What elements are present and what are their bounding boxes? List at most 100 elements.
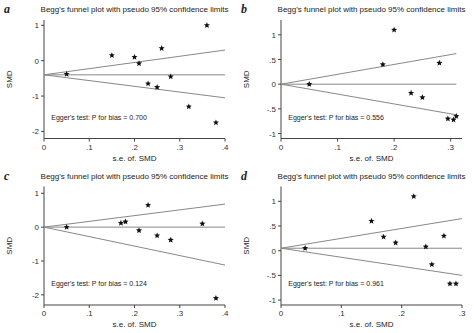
x-tick — [450, 139, 451, 142]
x-tick-label: 0 — [42, 143, 47, 152]
annotation: Egger's test: P for bias = 0.556 — [288, 114, 384, 122]
point — [453, 113, 459, 119]
y-tick-label: -1 — [269, 296, 277, 305]
point — [445, 116, 451, 122]
x-tick-label: 0 — [42, 309, 47, 318]
x-tick — [134, 305, 135, 308]
y-tick-label: 1 — [35, 21, 40, 30]
funnel-line — [44, 75, 225, 98]
funnel-line — [44, 227, 225, 228]
panel-label: c — [4, 169, 10, 183]
title: Begg's funnel plot with pseudo 95% confi… — [278, 172, 466, 181]
y-tick-label: -1 — [32, 257, 40, 266]
y-tick-label: -.5 — [267, 271, 277, 280]
panel-label: b — [241, 2, 247, 16]
y-tick — [278, 275, 281, 276]
funnel-line — [44, 227, 225, 265]
y-tick — [278, 201, 281, 202]
x-tick — [394, 139, 395, 142]
y-tick — [278, 59, 281, 60]
point — [393, 240, 399, 246]
point — [186, 103, 192, 109]
panel: b Begg's funnel plot with pseudo 95% conf… — [241, 2, 465, 163]
x-tick-label: .3 — [447, 143, 454, 152]
point — [408, 90, 414, 96]
y-tick-label: -1 — [269, 130, 277, 139]
x-tick-label: .2 — [131, 143, 138, 152]
point — [159, 45, 165, 51]
point — [122, 219, 128, 225]
point — [168, 237, 174, 243]
y-tick-label: .5 — [269, 56, 276, 65]
funnel-line — [281, 54, 456, 85]
y-axis-line — [44, 187, 45, 306]
y-tick — [278, 84, 281, 85]
figure: aBegg's funnel plot with pseudo 95% conf… — [0, 0, 474, 333]
point — [436, 60, 442, 66]
point — [64, 224, 70, 230]
x-tick-label: .1 — [86, 143, 93, 152]
y-axis-label: SMD — [5, 70, 14, 88]
point — [306, 81, 312, 87]
y-tick-label: 1 — [35, 189, 40, 198]
y-tick — [41, 260, 44, 261]
y-tick-label: -1 — [32, 92, 40, 101]
panel: aBegg's funnel plot with pseudo 95% conf… — [4, 2, 229, 163]
y-axis-line — [281, 187, 282, 306]
y-tick — [278, 300, 281, 301]
y-axis-line — [44, 20, 45, 139]
point — [145, 202, 151, 208]
x-axis-line — [281, 138, 462, 139]
x-tick — [89, 305, 90, 308]
y-tick — [41, 25, 44, 26]
funnel-line — [44, 74, 225, 75]
x-axis-label: s.e. of. SMD — [112, 154, 156, 163]
x-tick-label: 0 — [279, 143, 284, 152]
x-tick-label: .3 — [176, 143, 183, 152]
funnel-line — [281, 84, 456, 115]
y-tick-label: 0 — [272, 247, 277, 256]
x-tick — [44, 139, 45, 142]
y-axis-label: SMD — [242, 70, 251, 88]
y-tick-label: 0 — [35, 223, 40, 232]
point — [447, 281, 453, 287]
x-tick-label: .2 — [398, 309, 405, 318]
title: Begg's funnel plot with pseudo 95% confi… — [278, 5, 466, 14]
point — [109, 52, 115, 58]
panel: c Begg's funnel plot with pseudo 95% conf… — [4, 169, 229, 330]
point — [381, 234, 387, 240]
plot-area — [44, 202, 225, 301]
x-tick-label: 0 — [279, 309, 284, 318]
funnel-line — [281, 219, 462, 249]
point — [423, 244, 429, 250]
funnel-line — [281, 248, 462, 275]
y-tick — [41, 131, 44, 132]
point — [213, 295, 219, 301]
point — [136, 60, 142, 66]
point — [302, 245, 308, 251]
y-tick — [41, 193, 44, 194]
x-axis-label: s.e. of. SMD — [112, 320, 156, 329]
point — [136, 227, 142, 233]
x-tick — [401, 305, 402, 308]
x-tick-label: .1 — [334, 143, 341, 152]
x-tick — [225, 305, 226, 308]
y-tick-label: .5 — [269, 222, 276, 231]
background — [0, 0, 474, 333]
y-tick — [41, 60, 44, 61]
title: Begg's funnel plot with pseudo 95% confi… — [41, 172, 229, 181]
point — [154, 232, 160, 238]
plot-area — [281, 27, 459, 123]
y-axis-label: SMD — [5, 237, 14, 255]
y-tick-label: 0 — [35, 57, 40, 66]
point — [429, 261, 435, 267]
point — [213, 119, 219, 125]
x-tick-label: .3 — [176, 309, 183, 318]
x-tick-label: .1 — [338, 309, 345, 318]
funnel-line — [281, 248, 462, 249]
x-tick — [225, 139, 226, 142]
y-tick — [41, 294, 44, 295]
y-axis-label: SMD — [242, 237, 251, 255]
x-tick — [179, 139, 180, 142]
x-tick — [341, 305, 342, 308]
